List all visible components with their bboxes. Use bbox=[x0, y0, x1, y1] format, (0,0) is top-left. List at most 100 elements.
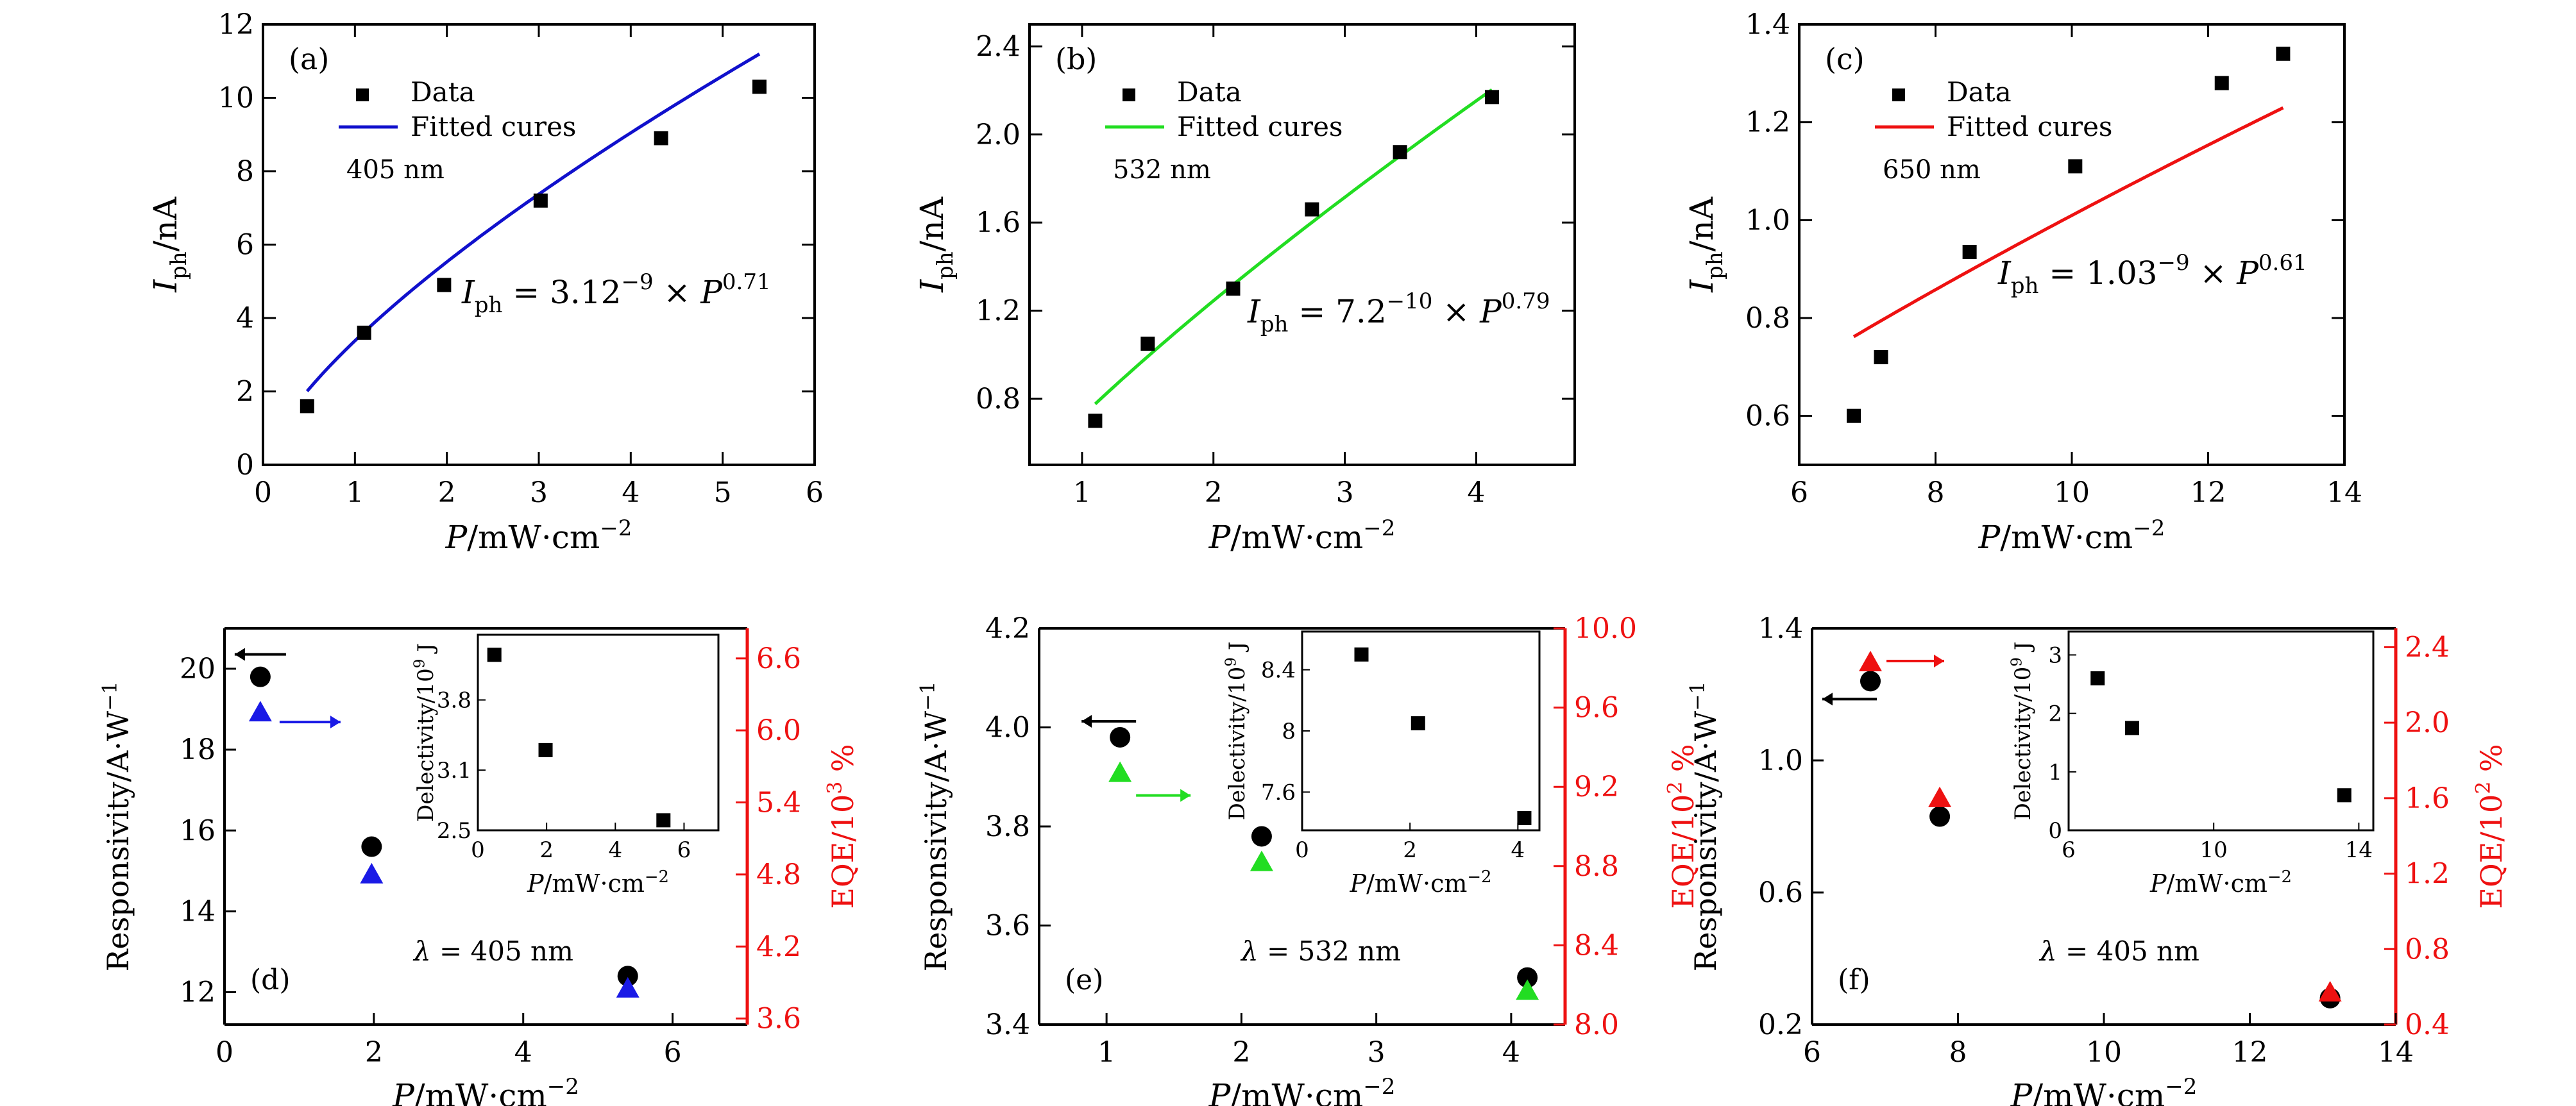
inset-point bbox=[1517, 810, 1532, 825]
x-tick-label: 1 bbox=[1073, 476, 1091, 509]
x-tick-label: 1 bbox=[346, 476, 364, 509]
x-tick-label: 3 bbox=[1336, 476, 1354, 509]
legend-label-fit: Fitted cures bbox=[1177, 111, 1343, 142]
inset-y-axis-title: Delectivity/109 J bbox=[2008, 642, 2036, 821]
y2-tick-label: 0.4 bbox=[2405, 1009, 2450, 1041]
y2-tick-label: 8.4 bbox=[1574, 929, 1619, 962]
y-tick-label: 4.2 bbox=[985, 612, 1030, 645]
data-point bbox=[1847, 408, 1861, 423]
y2-axis-title: EQE/103 % bbox=[824, 744, 860, 909]
inset-y-tick-label: 3 bbox=[2048, 642, 2062, 668]
inset-y-tick-label: 8.4 bbox=[1261, 658, 1296, 683]
data-point bbox=[1226, 281, 1241, 296]
x-axis-title: P/mW·cm−2 bbox=[1208, 1074, 1396, 1106]
data-point bbox=[654, 131, 668, 146]
eqe-point bbox=[360, 862, 384, 884]
x-tick-label: 6 bbox=[806, 476, 824, 509]
y2-tick-label: 5.4 bbox=[756, 787, 801, 819]
panel-label: (f) bbox=[1838, 964, 1870, 996]
responsivity-point bbox=[1929, 806, 1951, 827]
y2-tick-label: 6.6 bbox=[756, 642, 801, 675]
inset-y-axis-title: Delectivity/109 J bbox=[411, 643, 439, 822]
data-point bbox=[437, 278, 452, 292]
inset-y-tick-label: 8 bbox=[1282, 719, 1296, 744]
y2-tick-label: 9.2 bbox=[1574, 771, 1619, 803]
inset-chart: 0 2 4 7.6 8 8.4 P/mW·cm−2 Delectivity/109 J bbox=[1223, 630, 1541, 898]
responsivity-point bbox=[1517, 967, 1538, 988]
inset-x-tick-label: 6 bbox=[2062, 837, 2076, 863]
y-axis-title: Responsivity/A·W−1 bbox=[1686, 682, 1723, 971]
x-axis-title: P/mW·cm−2 bbox=[1350, 867, 1492, 898]
x-tick-label: 5 bbox=[714, 476, 732, 509]
y-tick-label: 14 bbox=[180, 895, 216, 928]
chart-panel-d: 0 2 4 612141618203.64.24.85.46.06.6P/mW·cm−… bbox=[99, 627, 860, 1106]
responsivity-point bbox=[1251, 826, 1272, 847]
y2-tick-label: 8.8 bbox=[1574, 850, 1619, 883]
inset-x-tick-label: 0 bbox=[1295, 837, 1309, 863]
inset-x-tick-label: 2 bbox=[539, 837, 554, 863]
chart-panel-f: 6 8 10 12 140.20.61.01.40.40.81.21.62.02.4P/… bbox=[1686, 612, 2509, 1106]
wavelength-label: λ = 405 nm bbox=[412, 935, 573, 967]
x-tick-label: 4 bbox=[622, 476, 640, 509]
eqe-point bbox=[616, 976, 640, 998]
y-axis-title: Iph/nA bbox=[147, 196, 192, 292]
y-tick-label: 0.6 bbox=[1758, 876, 1803, 909]
y2-tick-label: 6.0 bbox=[756, 714, 801, 747]
x-axis-title: P/mW·cm−2 bbox=[527, 867, 669, 898]
chart-panel-b: 1 2 3 4 0.8 1.2 1.6 2.0 2.4 P/mW·cm−2 Iph/nA (b) Dat… bbox=[913, 23, 1576, 556]
y2-tick-label: 0.8 bbox=[2405, 933, 2450, 966]
wavelength-label: 405 nm bbox=[346, 155, 445, 185]
responsivity-point bbox=[1860, 671, 1881, 692]
x-axis-title: P/mW·cm−2 bbox=[2149, 867, 2292, 898]
inset-point bbox=[1411, 716, 1425, 731]
y-tick-label: 1.2 bbox=[976, 295, 1021, 328]
plot-frame bbox=[1798, 23, 2346, 466]
x-tick-label: 2 bbox=[438, 476, 456, 509]
x-tick-label: 6 bbox=[1803, 1036, 1821, 1069]
inset-x-tick-label: 10 bbox=[2200, 837, 2228, 863]
x-tick-label: 12 bbox=[2232, 1036, 2268, 1069]
inset-y-tick-label: 3.1 bbox=[437, 758, 471, 783]
legend-marker-data bbox=[1123, 88, 1135, 101]
data-point bbox=[300, 399, 314, 414]
data-point bbox=[1874, 350, 1888, 365]
inset-frame bbox=[2067, 630, 2375, 832]
data-point bbox=[1393, 145, 1407, 160]
panel-label: (b) bbox=[1055, 42, 1097, 76]
inset-x-tick-label: 2 bbox=[1403, 837, 1417, 863]
y-tick-label: 3.4 bbox=[985, 1009, 1030, 1041]
x-tick-label: 3 bbox=[530, 476, 548, 509]
x-tick-label: 14 bbox=[2378, 1036, 2414, 1069]
responsivity-point bbox=[361, 836, 382, 857]
inset-point bbox=[2337, 788, 2351, 803]
eqe-point bbox=[1250, 850, 1273, 871]
y-axis-title: Iph/nA bbox=[1683, 196, 1728, 292]
eqe-point bbox=[1859, 650, 1882, 671]
inset-y-tick-label: 3.8 bbox=[437, 688, 471, 714]
right-axis-arrow-head bbox=[1180, 789, 1191, 802]
data-point bbox=[2068, 159, 2083, 174]
y-tick-label: 2.4 bbox=[976, 30, 1021, 63]
inset-frame bbox=[477, 633, 720, 832]
y-tick-label: 6 bbox=[236, 229, 254, 262]
fit-curve bbox=[1852, 106, 2284, 339]
wavelength-label: λ = 532 nm bbox=[1240, 935, 1401, 967]
y2-tick-label: 4.2 bbox=[756, 930, 801, 963]
y-tick-label: 12 bbox=[180, 976, 216, 1009]
eqe-point bbox=[1928, 786, 1952, 807]
y-tick-label: 10 bbox=[218, 82, 254, 115]
x-tick-label: 2 bbox=[365, 1036, 383, 1069]
right-axis-arrow-head bbox=[1934, 654, 1944, 667]
x-tick-label: 10 bbox=[2054, 476, 2090, 509]
chart-panel-a: 0 1 2 3 4 5 6024681012P/mW·cm−2Iph/nA(a)DataFi… bbox=[147, 8, 824, 556]
y-tick-label: 1.2 bbox=[1745, 106, 1790, 139]
y-tick-label: 4 bbox=[236, 302, 254, 335]
legend-label-data: Data bbox=[1177, 76, 1242, 108]
fit-curve bbox=[1094, 88, 1493, 405]
inset-y-tick-label: 7.6 bbox=[1261, 780, 1296, 805]
data-point bbox=[752, 80, 767, 94]
inset-x-tick-label: 6 bbox=[677, 837, 691, 863]
x-tick-label: 4 bbox=[514, 1036, 532, 1069]
data-point bbox=[357, 325, 371, 340]
y-tick-label: 0 bbox=[236, 449, 254, 482]
